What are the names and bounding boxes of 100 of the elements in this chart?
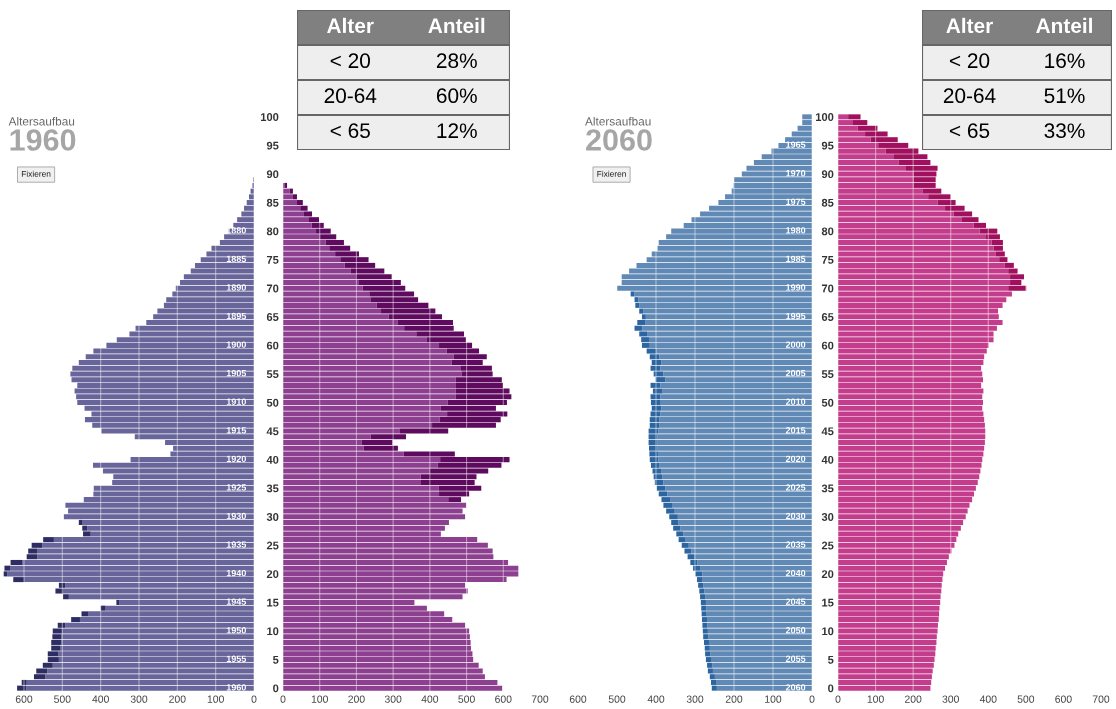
annotation: 1920 [226, 455, 246, 463]
x-tick-label: 300 [384, 695, 402, 703]
data-label: 12% [437, 123, 477, 139]
x-tick-label: 100 [765, 695, 782, 703]
x-tick-label: 0 [835, 695, 841, 703]
y-tick-label: 85 [266, 198, 279, 207]
annotation: 1975 [786, 198, 806, 205]
x-tick-label: 700 [1092, 695, 1110, 703]
y-tick-label: 35 [266, 484, 279, 493]
y-tick-label: 20 [266, 570, 279, 579]
y-tick-label: 65 [821, 313, 834, 321]
annotation: 1950 [226, 627, 246, 634]
y-tick-label: 40 [821, 455, 834, 464]
annotation: 2055 [785, 655, 806, 662]
x-tick-label: 500 [608, 695, 626, 703]
y-tick-label: 95 [266, 141, 279, 150]
y-tick-label: 100 [816, 113, 834, 121]
y-tick-label: 50 [821, 398, 834, 407]
data-label: 28% [436, 53, 477, 69]
x-tick-label: 500 [458, 695, 475, 703]
y-tick-label: 15 [267, 598, 279, 607]
data-label: 16% [1045, 53, 1085, 69]
y-tick-label: 35 [821, 484, 834, 493]
category-label: < 65 [949, 123, 990, 139]
data-label: 60% [436, 88, 477, 104]
x-tick-label: 0 [280, 695, 286, 703]
x-tick-label: 400 [92, 695, 109, 703]
annotation: 1910 [226, 398, 246, 405]
y-tick-label: 0 [273, 684, 279, 693]
x-tick-label: 400 [421, 695, 439, 703]
x-tick-label: 200 [725, 695, 743, 703]
annotation: 1905 [226, 369, 247, 377]
y-tick-label: 45 [821, 427, 834, 436]
annotation: 1980 [786, 227, 806, 234]
category-label: 20-64 [324, 88, 377, 104]
x-tick-label: 600 [15, 695, 33, 703]
annotation: 1885 [226, 255, 247, 263]
y-tick-label: 30 [821, 513, 834, 521]
text: Anteil [428, 17, 485, 34]
category-label: 20-64 [943, 88, 996, 104]
y-tick-label: 10 [822, 627, 834, 636]
x-tick-label: 0 [809, 695, 815, 703]
y-tick-label: 90 [266, 170, 279, 179]
annotation: 2030 [785, 512, 806, 520]
text: Alter [946, 17, 993, 34]
x-tick-label: 300 [942, 695, 959, 703]
annotation: 2020 [785, 455, 806, 463]
y-tick-label: 55 [821, 370, 834, 379]
y-tick-label: 80 [266, 227, 279, 236]
y-tick-label: 100 [261, 113, 279, 121]
category-label: < 20 [949, 53, 990, 69]
x-tick-label: 300 [130, 695, 148, 703]
x-tick-label: 100 [867, 695, 884, 703]
x-tick-label: 400 [979, 695, 997, 703]
annotation: Fixieren [597, 170, 626, 177]
x-tick-label: 500 [1017, 695, 1035, 703]
y-tick-label: 30 [266, 513, 279, 521]
y-tick-label: 20 [821, 570, 834, 579]
x-tick-label: 0 [251, 695, 257, 703]
annotation: 2000 [785, 341, 806, 348]
x-tick-label: 600 [569, 695, 587, 703]
y-tick-label: 0 [828, 684, 834, 693]
x-tick-label: 400 [647, 695, 665, 703]
annotation: 1990 [786, 284, 806, 291]
y-tick-label: 70 [266, 284, 279, 293]
y-tick-label: 5 [828, 655, 834, 664]
x-tick-label: 600 [1055, 695, 1072, 703]
x-tick-label: 100 [311, 695, 328, 703]
y-tick-label: 65 [266, 313, 279, 321]
chart-subtitle: Altersaufbau [8, 116, 75, 126]
x-tick-label: 700 [531, 695, 549, 703]
annotation: Fixieren [21, 170, 51, 177]
annotation: 1940 [226, 569, 246, 577]
x-tick-label: 200 [904, 695, 922, 703]
x-tick-label: 500 [54, 695, 71, 703]
y-tick-label: 25 [821, 541, 834, 550]
y-tick-label: 45 [266, 427, 279, 436]
y-tick-label: 60 [266, 341, 279, 350]
data-label: 33% [1044, 123, 1085, 139]
category-label: < 65 [330, 123, 370, 139]
y-tick-label: 75 [821, 256, 834, 264]
annotation: 1945 [226, 598, 247, 605]
y-tick-label: 85 [821, 198, 834, 207]
annotation: 1960 [226, 684, 246, 691]
y-tick-label: 5 [273, 655, 279, 664]
y-tick-label: 15 [822, 598, 834, 607]
x-tick-label: 200 [348, 695, 365, 703]
annotation: 2005 [785, 369, 806, 377]
annotation: 1935 [226, 541, 247, 548]
chart-title: 2060 [586, 129, 652, 151]
annotation: 2040 [785, 569, 806, 577]
y-tick-label: 90 [821, 170, 834, 179]
annotation: 1915 [226, 427, 247, 434]
annotation: 1995 [786, 312, 806, 320]
text: Anteil [1036, 17, 1092, 34]
annotation: 1890 [226, 284, 246, 291]
annotation: 2035 [785, 541, 806, 548]
x-tick-label: 100 [207, 695, 224, 703]
category-label: < 20 [330, 53, 370, 69]
annotation: 1925 [226, 484, 247, 491]
